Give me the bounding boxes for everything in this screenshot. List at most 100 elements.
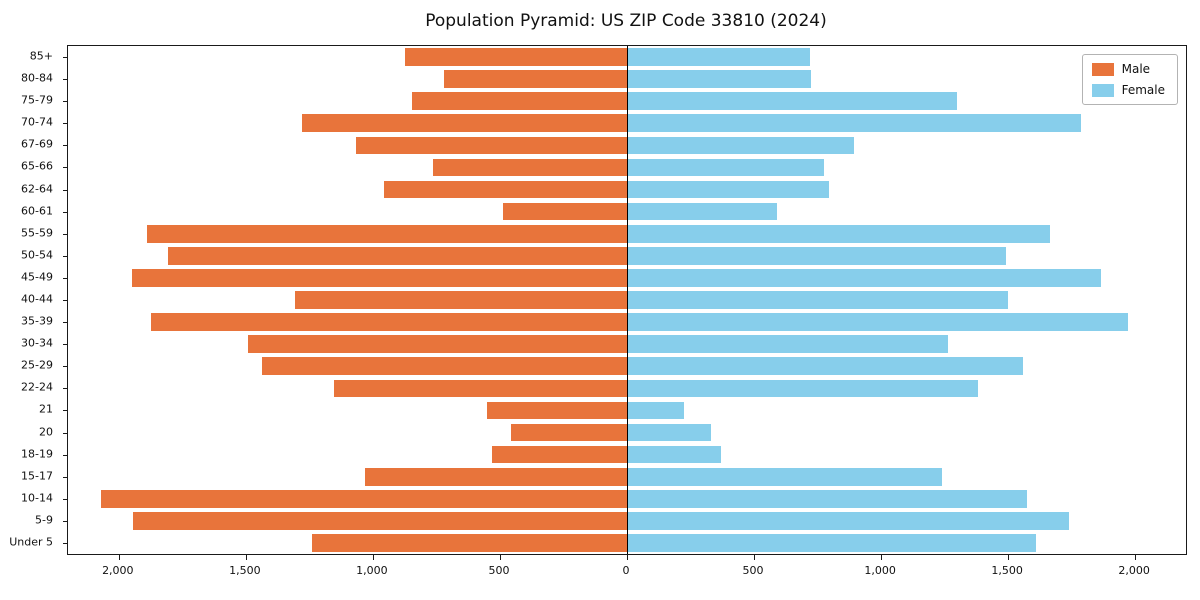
male-bar-40-44 [295,291,627,309]
male-bar-80-84 [444,70,627,88]
y-tick-label-35-39: 35-39 [21,314,53,328]
female-bar-10-14 [627,489,1028,508]
male-bar-85+ [404,48,627,66]
y-tick-label-21: 21 [39,402,53,416]
female-bar-62-64 [627,180,829,199]
male-bar-22-24 [333,379,627,398]
male-bar-20 [511,423,627,442]
male-bar-67-69 [356,136,627,155]
x-tick-mark [245,555,247,560]
male-bar-45-49 [131,269,627,287]
y-tick-mark [63,498,67,500]
y-tick-label-Under 5: Under 5 [9,535,53,549]
x-tick-mark [1135,555,1137,560]
male-bar-62-64 [384,180,627,199]
y-tick-label-85+: 85+ [29,49,53,63]
y-tick-mark [63,255,67,257]
x-tick-label-2,000: 2,000 [1118,564,1150,577]
y-tick-label-65-66: 65-66 [21,159,53,173]
y-tick-mark [63,211,67,213]
female-bar-55-59 [627,224,1051,243]
y-tick-mark [63,454,67,456]
zero-axis-line [627,46,628,554]
x-tick-label-1,000: 1,000 [864,564,896,577]
female-bar-35-39 [627,313,1128,331]
y-tick-label-18-19: 18-19 [21,447,53,461]
y-tick-label-55-59: 55-59 [21,226,53,240]
male-bar-35-39 [150,313,627,331]
y-tick-mark [63,344,67,346]
male-bar-5-9 [132,512,627,530]
male-bar-18-19 [492,445,627,464]
female-bar-25-29 [627,357,1024,376]
female-bar-22-24 [627,379,978,398]
female-bar-15-17 [627,467,943,486]
y-tick-mark [63,388,67,390]
legend-item-female: Female [1091,83,1165,97]
y-tick-label-62-64: 62-64 [21,182,53,196]
x-tick-label-1,000: 1,000 [356,564,388,577]
y-tick-label-70-74: 70-74 [21,115,53,129]
x-tick-mark [1008,555,1010,560]
y-tick-label-80-84: 80-84 [21,71,53,85]
female-bar-50-54 [627,246,1006,265]
x-axis-labels: 2,000 1,500 1,000 500 0 500 1,000 1,500 2,000 [67,558,1185,580]
y-axis-labels: 85+ 80-84 75-79 70-74 67-69 65-66 62-64 60-61 55… [0,45,61,553]
male-bar-75-79 [412,92,627,111]
female-bar-Under 5 [627,534,1037,552]
y-tick-mark [63,145,67,147]
legend-label-male: Male [1121,62,1151,76]
male-bar-25-29 [262,357,627,376]
male-bar-10-14 [101,489,627,508]
y-tick-mark [63,476,67,478]
female-bar-75-79 [627,92,958,111]
female-bar-30-34 [627,335,949,353]
male-bar-65-66 [432,158,627,177]
y-tick-mark [63,432,67,434]
y-tick-label-30-34: 30-34 [21,336,53,350]
x-tick-label-500: 500 [742,564,764,577]
female-bar-85+ [627,48,810,66]
y-tick-mark [63,322,67,324]
y-tick-label-25-29: 25-29 [21,358,53,372]
female-bar-18-19 [627,445,721,464]
x-tick-label-500: 500 [488,564,510,577]
y-tick-mark [63,101,67,103]
male-bar-Under 5 [311,534,627,552]
y-tick-mark [63,123,67,125]
y-tick-label-10-14: 10-14 [21,491,53,505]
female-bar-60-61 [627,202,777,221]
female-legend-swatch [1091,83,1114,97]
male-legend-swatch [1091,62,1114,76]
female-bar-20 [627,423,711,442]
x-tick-label-0: 0 [622,564,630,577]
y-tick-label-5-9: 5-9 [35,513,53,527]
x-tick-label-1,500: 1,500 [991,564,1023,577]
y-tick-mark [63,233,67,235]
y-tick-label-20: 20 [39,425,53,439]
y-tick-mark [63,277,67,279]
female-bar-67-69 [627,136,855,155]
female-bar-80-84 [627,70,812,88]
y-tick-mark [63,542,67,544]
male-bar-50-54 [168,246,627,265]
male-bar-70-74 [301,114,627,133]
y-tick-mark [63,79,67,81]
x-tick-mark [627,555,628,560]
female-bar-45-49 [627,269,1101,287]
y-tick-label-40-44: 40-44 [21,292,53,306]
female-bar-21 [627,401,685,420]
x-tick-mark [754,555,756,560]
male-bar-60-61 [502,202,627,221]
x-tick-mark [881,555,883,560]
y-tick-mark [63,366,67,368]
y-tick-label-60-61: 60-61 [21,204,53,218]
y-tick-mark [63,520,67,522]
y-tick-label-75-79: 75-79 [21,93,53,107]
y-tick-label-50-54: 50-54 [21,248,53,262]
female-bar-70-74 [627,114,1081,133]
female-bar-65-66 [627,158,824,177]
x-tick-mark [372,555,374,560]
x-tick-label-2,000: 2,000 [102,564,134,577]
